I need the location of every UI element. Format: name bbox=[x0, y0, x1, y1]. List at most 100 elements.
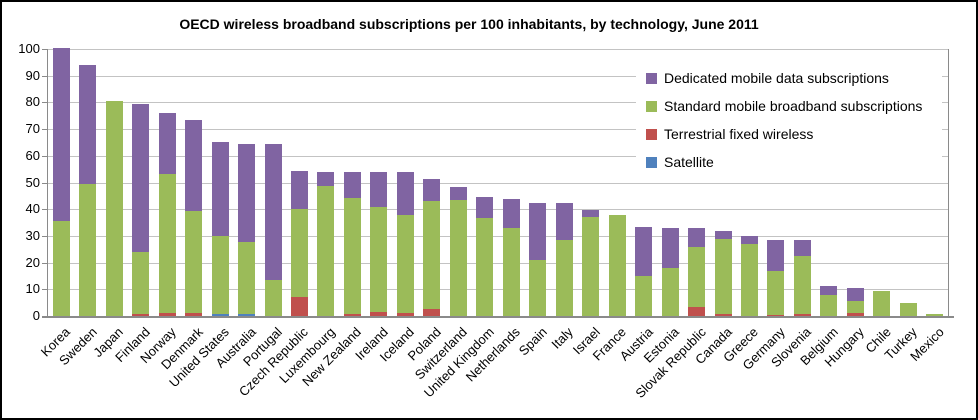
bar-segment-standard_mobile bbox=[899, 302, 917, 316]
right-border-line bbox=[948, 49, 949, 317]
bar-segment-standard_mobile bbox=[661, 268, 679, 316]
y-axis-tick bbox=[42, 262, 48, 264]
y-tick-label: 0 bbox=[32, 308, 40, 323]
bar-segment-dedicated_mobile bbox=[740, 236, 758, 245]
bar-segment-dedicated_mobile bbox=[238, 143, 256, 242]
legend-item-dedicated_mobile: Dedicated mobile data subscriptions bbox=[646, 64, 942, 92]
bar-segment-standard_mobile bbox=[502, 227, 520, 316]
legend-item-fixed_wireless: Terrestrial fixed wireless bbox=[646, 120, 942, 148]
bar-segment-dedicated_mobile bbox=[264, 143, 282, 281]
bar-segment-standard_mobile bbox=[264, 280, 282, 316]
bar-segment-standard_mobile bbox=[158, 173, 176, 314]
gridline bbox=[48, 235, 948, 237]
bar-segment-standard_mobile bbox=[238, 241, 256, 314]
bar-segment-dedicated_mobile bbox=[423, 179, 441, 201]
y-axis-tick bbox=[42, 235, 48, 237]
bar-segment-fixed_wireless bbox=[793, 313, 811, 316]
bar-segment-fixed_wireless bbox=[423, 309, 441, 316]
bar-segment-dedicated_mobile bbox=[846, 287, 864, 301]
bar-segment-dedicated_mobile bbox=[185, 119, 203, 212]
gridline bbox=[48, 289, 948, 291]
bar-segment-fixed_wireless bbox=[343, 314, 361, 316]
bar-segment-fixed_wireless bbox=[688, 306, 706, 316]
gridline bbox=[48, 262, 948, 264]
bar-segment-standard_mobile bbox=[79, 183, 97, 316]
bar-segment-standard_mobile bbox=[370, 206, 388, 312]
y-axis-tick bbox=[42, 209, 48, 211]
bar-segment-standard_mobile bbox=[449, 199, 467, 316]
bar-segment-standard_mobile bbox=[846, 300, 864, 313]
legend-label-standard_mobile: Standard mobile broadband subscriptions bbox=[664, 98, 923, 114]
bar-segment-dedicated_mobile bbox=[793, 239, 811, 256]
y-tick-label: 80 bbox=[25, 94, 40, 110]
bar-segment-dedicated_mobile bbox=[132, 103, 150, 253]
bar-segment-dedicated_mobile bbox=[635, 227, 653, 276]
bar-segment-dedicated_mobile bbox=[555, 203, 573, 240]
bar-segment-standard_mobile bbox=[132, 252, 150, 314]
legend-item-satellite: Satellite bbox=[646, 148, 942, 176]
bar-segment-standard_mobile bbox=[105, 101, 123, 316]
bar-segment-dedicated_mobile bbox=[396, 171, 414, 216]
legend-item-standard_mobile: Standard mobile broadband subscriptions bbox=[646, 92, 942, 120]
bar-segment-standard_mobile bbox=[926, 314, 944, 316]
y-axis-tick bbox=[42, 75, 48, 77]
bar-segment-fixed_wireless bbox=[290, 297, 308, 316]
bar-segment-dedicated_mobile bbox=[661, 227, 679, 269]
bar-segment-standard_mobile bbox=[767, 270, 785, 315]
bar-segment-standard_mobile bbox=[317, 185, 335, 316]
bar-segment-fixed_wireless bbox=[158, 313, 176, 316]
bar-segment-standard_mobile bbox=[635, 275, 653, 316]
bar-segment-standard_mobile bbox=[793, 255, 811, 314]
legend-label-fixed_wireless: Terrestrial fixed wireless bbox=[664, 126, 814, 142]
bar-segment-dedicated_mobile bbox=[449, 186, 467, 200]
y-axis-line bbox=[47, 49, 48, 317]
legend-swatch-fixed_wireless bbox=[646, 128, 657, 140]
bar-segment-dedicated_mobile bbox=[317, 171, 335, 186]
bar-segment-standard_mobile bbox=[688, 246, 706, 307]
legend-label-satellite: Satellite bbox=[664, 154, 714, 170]
bar-segment-standard_mobile bbox=[211, 235, 229, 314]
gridline bbox=[48, 182, 948, 184]
bar-segment-standard_mobile bbox=[740, 244, 758, 316]
bar-segment-fixed_wireless bbox=[370, 311, 388, 316]
bar-segment-dedicated_mobile bbox=[343, 171, 361, 199]
y-axis-tick bbox=[42, 129, 48, 131]
bar-segment-satellite bbox=[211, 313, 229, 316]
y-tick-label: 70 bbox=[25, 121, 40, 137]
legend-swatch-satellite bbox=[646, 156, 657, 168]
bar-segment-dedicated_mobile bbox=[582, 209, 600, 218]
bar-segment-satellite bbox=[238, 313, 256, 316]
legend-swatch-dedicated_mobile bbox=[646, 72, 657, 84]
chart-title: OECD wireless broadband subscriptions pe… bbox=[179, 16, 759, 32]
bar-segment-dedicated_mobile bbox=[529, 203, 547, 260]
y-tick-label: 50 bbox=[25, 174, 40, 190]
bar-segment-standard_mobile bbox=[476, 217, 494, 316]
bar-segment-fixed_wireless bbox=[396, 313, 414, 316]
gridline bbox=[48, 75, 948, 77]
bar-segment-standard_mobile bbox=[608, 214, 626, 316]
bar-segment-dedicated_mobile bbox=[52, 48, 70, 222]
bar-segment-fixed_wireless bbox=[767, 314, 785, 316]
legend-swatch-standard_mobile bbox=[646, 100, 657, 112]
bar-segment-standard_mobile bbox=[529, 259, 547, 316]
y-tick-label: 90 bbox=[25, 67, 40, 83]
bar-segment-dedicated_mobile bbox=[688, 227, 706, 247]
bar-segment-standard_mobile bbox=[290, 209, 308, 298]
gridline bbox=[48, 49, 948, 50]
y-axis-tick bbox=[42, 155, 48, 157]
bar-segment-standard_mobile bbox=[820, 294, 838, 316]
bar-segment-fixed_wireless bbox=[132, 313, 150, 316]
bar-segment-standard_mobile bbox=[396, 215, 414, 314]
bar-segment-standard_mobile bbox=[582, 217, 600, 316]
bar-segment-standard_mobile bbox=[714, 238, 732, 314]
bar-segment-standard_mobile bbox=[52, 221, 70, 316]
y-axis-tick bbox=[42, 182, 48, 184]
bar-segment-dedicated_mobile bbox=[211, 142, 229, 236]
bar-segment-standard_mobile bbox=[423, 200, 441, 310]
bar-segment-dedicated_mobile bbox=[502, 199, 520, 228]
y-tick-label: 100 bbox=[18, 41, 40, 56]
y-tick-label: 30 bbox=[25, 227, 40, 243]
y-tick-label: 60 bbox=[25, 147, 40, 163]
legend: Dedicated mobile data subscriptions Stand… bbox=[636, 59, 942, 179]
